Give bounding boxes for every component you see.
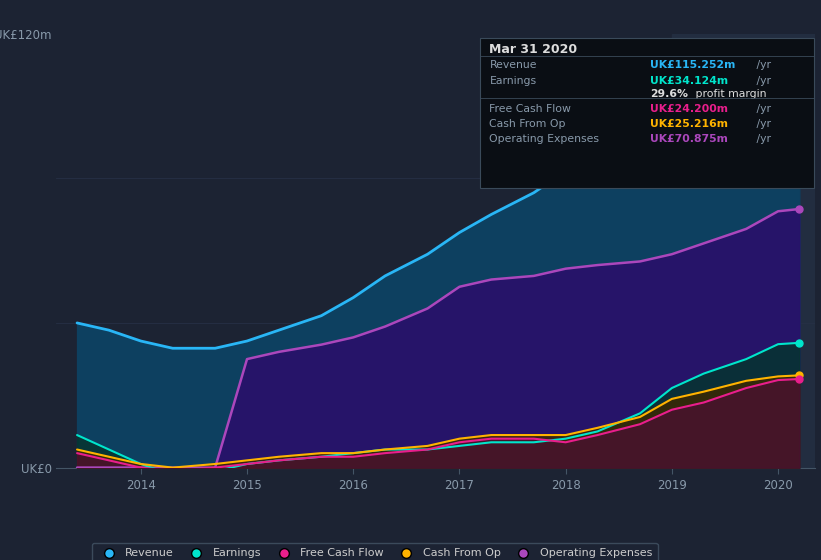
Bar [672, 34, 821, 468]
Text: /yr: /yr [753, 119, 771, 129]
Text: 29.6%: 29.6% [650, 89, 689, 99]
Text: profit margin: profit margin [692, 89, 767, 99]
Text: Cash From Op: Cash From Op [489, 119, 566, 129]
Text: UK£115.252m: UK£115.252m [650, 60, 736, 70]
Text: Mar 31 2020: Mar 31 2020 [489, 43, 578, 56]
Text: /yr: /yr [753, 134, 771, 144]
Text: UK£34.124m: UK£34.124m [650, 76, 728, 86]
Text: /yr: /yr [753, 104, 771, 114]
Text: UK£25.216m: UK£25.216m [650, 119, 728, 129]
Text: Revenue: Revenue [489, 60, 537, 70]
Text: Earnings: Earnings [489, 76, 537, 86]
Legend: Revenue, Earnings, Free Cash Flow, Cash From Op, Operating Expenses: Revenue, Earnings, Free Cash Flow, Cash … [92, 543, 658, 560]
Text: /yr: /yr [753, 76, 771, 86]
Text: /yr: /yr [753, 60, 771, 70]
Text: Operating Expenses: Operating Expenses [489, 134, 599, 144]
Text: UK£70.875m: UK£70.875m [650, 134, 728, 144]
Text: Free Cash Flow: Free Cash Flow [489, 104, 571, 114]
FancyBboxPatch shape [479, 38, 814, 188]
Text: UK£24.200m: UK£24.200m [650, 104, 728, 114]
